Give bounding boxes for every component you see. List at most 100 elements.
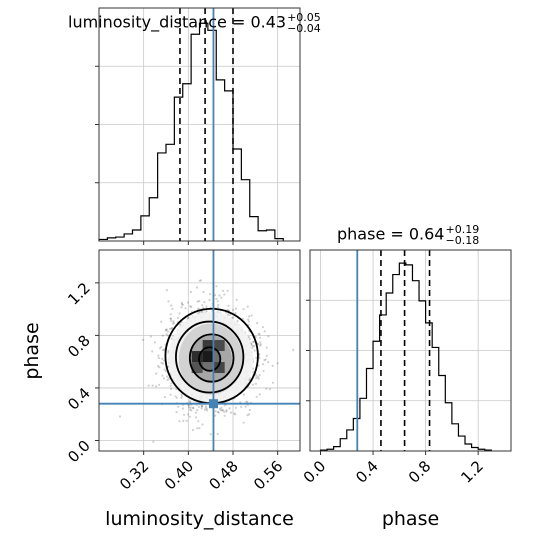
sample-point (174, 395, 177, 398)
sample-point (198, 300, 201, 303)
phase-ytick-label-0: 0.0 (64, 437, 94, 467)
sample-point (214, 414, 217, 417)
sample-point (175, 388, 178, 391)
sample-point (180, 301, 183, 304)
sample-point (252, 367, 255, 370)
sample-point (192, 407, 195, 410)
sample-point (180, 395, 183, 398)
sample-point (228, 407, 231, 410)
sample-point (198, 427, 201, 430)
sample-point (188, 415, 191, 418)
sample-point (246, 414, 249, 417)
sample-point (227, 304, 230, 307)
sample-point (151, 350, 154, 353)
sample-point (251, 340, 255, 343)
sample-point (177, 405, 180, 408)
sample-point (155, 385, 158, 388)
sample-point (263, 330, 266, 333)
sample-point (171, 322, 174, 325)
sample-point (220, 296, 223, 299)
title-ld-minus: −0.04 (287, 22, 321, 35)
sample-point (225, 410, 228, 413)
sample-point (218, 294, 221, 297)
sample-point (160, 361, 163, 364)
sample-point (246, 400, 249, 404)
sample-point (157, 365, 160, 368)
joint-truth-marker (208, 399, 218, 409)
sample-point (172, 320, 175, 323)
sample-point (244, 405, 247, 408)
sample-point (252, 340, 256, 343)
sample-point (217, 411, 220, 414)
sample-point (182, 419, 185, 423)
sample-point (160, 346, 163, 349)
sample-point (142, 338, 145, 341)
sample-point (262, 369, 265, 372)
density-core-cell-1 (191, 351, 203, 363)
sample-point (195, 416, 198, 419)
ld-tick-label-1: 0.40 (161, 457, 197, 493)
sample-point (221, 409, 225, 412)
sample-point (262, 363, 265, 366)
sample-point (263, 359, 266, 362)
sample-point (258, 333, 261, 336)
sample-point (248, 408, 251, 412)
sample-point (223, 410, 226, 413)
sample-point (201, 423, 204, 426)
sample-point (241, 317, 245, 320)
sample-point (170, 327, 173, 330)
sample-point (231, 316, 235, 319)
sample-point (187, 413, 190, 416)
sample-point (178, 420, 181, 423)
sample-point (175, 396, 178, 399)
sample-point (175, 411, 178, 414)
density-core-cell-5 (213, 340, 225, 352)
sample-point (180, 396, 183, 400)
sample-point (188, 406, 191, 409)
sample-point (202, 306, 205, 309)
sample-point (188, 408, 192, 411)
sample-point (229, 411, 233, 414)
sample-point (255, 356, 258, 359)
sample-point (235, 298, 238, 301)
sample-point (234, 413, 237, 416)
sample-point (197, 311, 200, 314)
sample-point (180, 303, 184, 306)
sample-point (172, 321, 175, 324)
phase-histogram-panel (306, 249, 512, 455)
sample-point (189, 290, 192, 294)
sample-point (163, 396, 166, 399)
sample-point (209, 433, 212, 436)
sample-point (164, 329, 167, 332)
sample-point (155, 372, 158, 375)
sample-point (180, 393, 183, 396)
sample-point (178, 312, 181, 315)
sample-point (258, 344, 262, 347)
sample-point (268, 388, 272, 391)
density-contour-2 (175, 320, 245, 394)
sample-point (271, 381, 274, 384)
sample-point (258, 357, 261, 360)
sample-point (152, 440, 155, 443)
sample-point (215, 297, 218, 300)
sample-point (292, 348, 295, 351)
sample-point (264, 358, 267, 361)
sample-point (251, 344, 254, 347)
sample-point (236, 320, 239, 323)
sample-point (233, 412, 236, 415)
sample-point (242, 393, 245, 396)
sample-point (170, 382, 173, 385)
sample-point (161, 349, 164, 352)
sample-point (276, 362, 279, 365)
sample-point (186, 301, 190, 304)
density-core-cell-3 (213, 362, 225, 374)
sample-point (187, 316, 190, 319)
sample-point (165, 333, 168, 336)
sample-point (217, 303, 220, 307)
sample-point (200, 405, 203, 408)
sample-point (157, 354, 160, 357)
sample-point (196, 300, 199, 303)
sample-point (158, 347, 162, 350)
sample-point (205, 409, 209, 412)
sample-point (203, 301, 206, 304)
